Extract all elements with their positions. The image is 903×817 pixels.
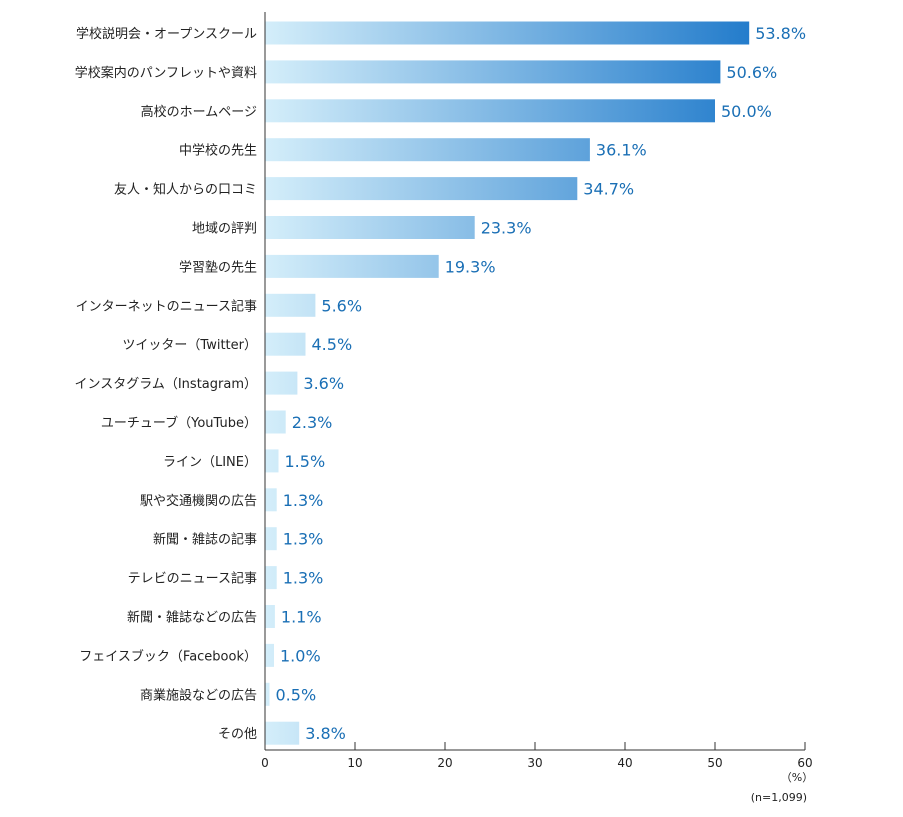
bar-value-label: 53.8% <box>755 24 806 43</box>
bar-value-label: 23.3% <box>481 219 532 238</box>
bar <box>265 60 721 84</box>
bar <box>265 682 270 706</box>
category-label: ツイッター（Twitter） <box>122 338 257 353</box>
bar <box>265 605 275 628</box>
sample-size-note: (n=1,099) <box>751 791 807 804</box>
category-label: インターネットのニュース記事 <box>76 298 257 314</box>
bar <box>265 527 277 551</box>
bar-value-label: 1.3% <box>283 491 324 510</box>
bar <box>265 721 300 745</box>
x-axis-unit-label: （%） <box>781 771 813 784</box>
x-tick-label: 50 <box>707 756 722 770</box>
bar <box>265 332 306 356</box>
category-label: 高校のホームページ <box>141 104 257 120</box>
bar-value-label: 3.8% <box>305 724 346 743</box>
category-label: 新聞・雑誌の記事 <box>153 532 257 548</box>
category-label: 商業施設などの広告 <box>140 687 257 703</box>
category-label: 友人・知人からの口コミ <box>114 182 257 198</box>
bar-value-label: 5.6% <box>321 296 362 315</box>
bar-value-label: 0.5% <box>276 685 317 704</box>
bars-layer: 学校説明会・オープンスクール 53.8% 学校案内のパンフレットや資料 50.6% 高校… <box>75 21 806 745</box>
category-label: その他 <box>218 727 257 742</box>
bar-value-label: 50.6% <box>726 63 777 82</box>
bar <box>265 643 274 667</box>
bar-value-label: 50.0% <box>721 102 772 121</box>
bar-value-label: 3.6% <box>303 374 344 393</box>
bar-value-label: 2.3% <box>292 413 333 432</box>
category-label: 学校案内のパンフレットや資料 <box>75 65 257 81</box>
x-tick-label: 30 <box>527 756 542 770</box>
bar-value-label: 1.0% <box>280 646 321 665</box>
x-tick-label: 0 <box>261 756 269 770</box>
bar <box>265 488 277 512</box>
bar-value-label: 1.3% <box>283 569 324 588</box>
bar <box>265 371 298 395</box>
bar-value-label: 36.1% <box>596 141 647 160</box>
x-tick-label: 10 <box>347 756 362 770</box>
x-tick-label: 40 <box>617 756 632 770</box>
axis-layer: 0 10 20 30 40 50 60 <box>261 12 813 770</box>
bar <box>265 566 277 590</box>
category-label: フェイスブック（Facebook） <box>79 648 257 664</box>
category-label: 駅や交通機関の広告 <box>140 493 257 509</box>
bar <box>265 21 750 45</box>
category-label: テレビのニュース記事 <box>128 571 257 587</box>
category-label: 学習塾の先生 <box>179 259 257 275</box>
bar <box>265 216 475 239</box>
x-tick-label: 60 <box>797 756 812 770</box>
category-label: インスタグラム（Instagram） <box>75 377 258 392</box>
category-label: ライン（LINE） <box>163 455 257 470</box>
bar-value-label: 19.3% <box>445 257 496 276</box>
bar <box>265 410 286 434</box>
bar-value-label: 1.1% <box>281 608 322 627</box>
bar <box>265 99 715 123</box>
x-tick-label: 20 <box>437 756 452 770</box>
category-label: 地域の評判 <box>192 222 257 237</box>
bar <box>265 293 316 317</box>
bar <box>265 177 578 201</box>
category-label: 中学校の先生 <box>179 143 257 159</box>
bar <box>265 254 439 278</box>
category-label: ユーチューブ（YouTube） <box>101 415 257 431</box>
bar <box>265 449 279 473</box>
category-label: 学校説明会・オープンスクール <box>76 26 257 42</box>
category-label: 新聞・雑誌などの広告 <box>127 610 257 626</box>
bar-value-label: 4.5% <box>312 335 353 354</box>
bar-value-label: 34.7% <box>583 180 634 199</box>
bar-value-label: 1.5% <box>285 452 326 471</box>
bar-value-label: 1.3% <box>283 530 324 549</box>
bar <box>265 138 590 162</box>
